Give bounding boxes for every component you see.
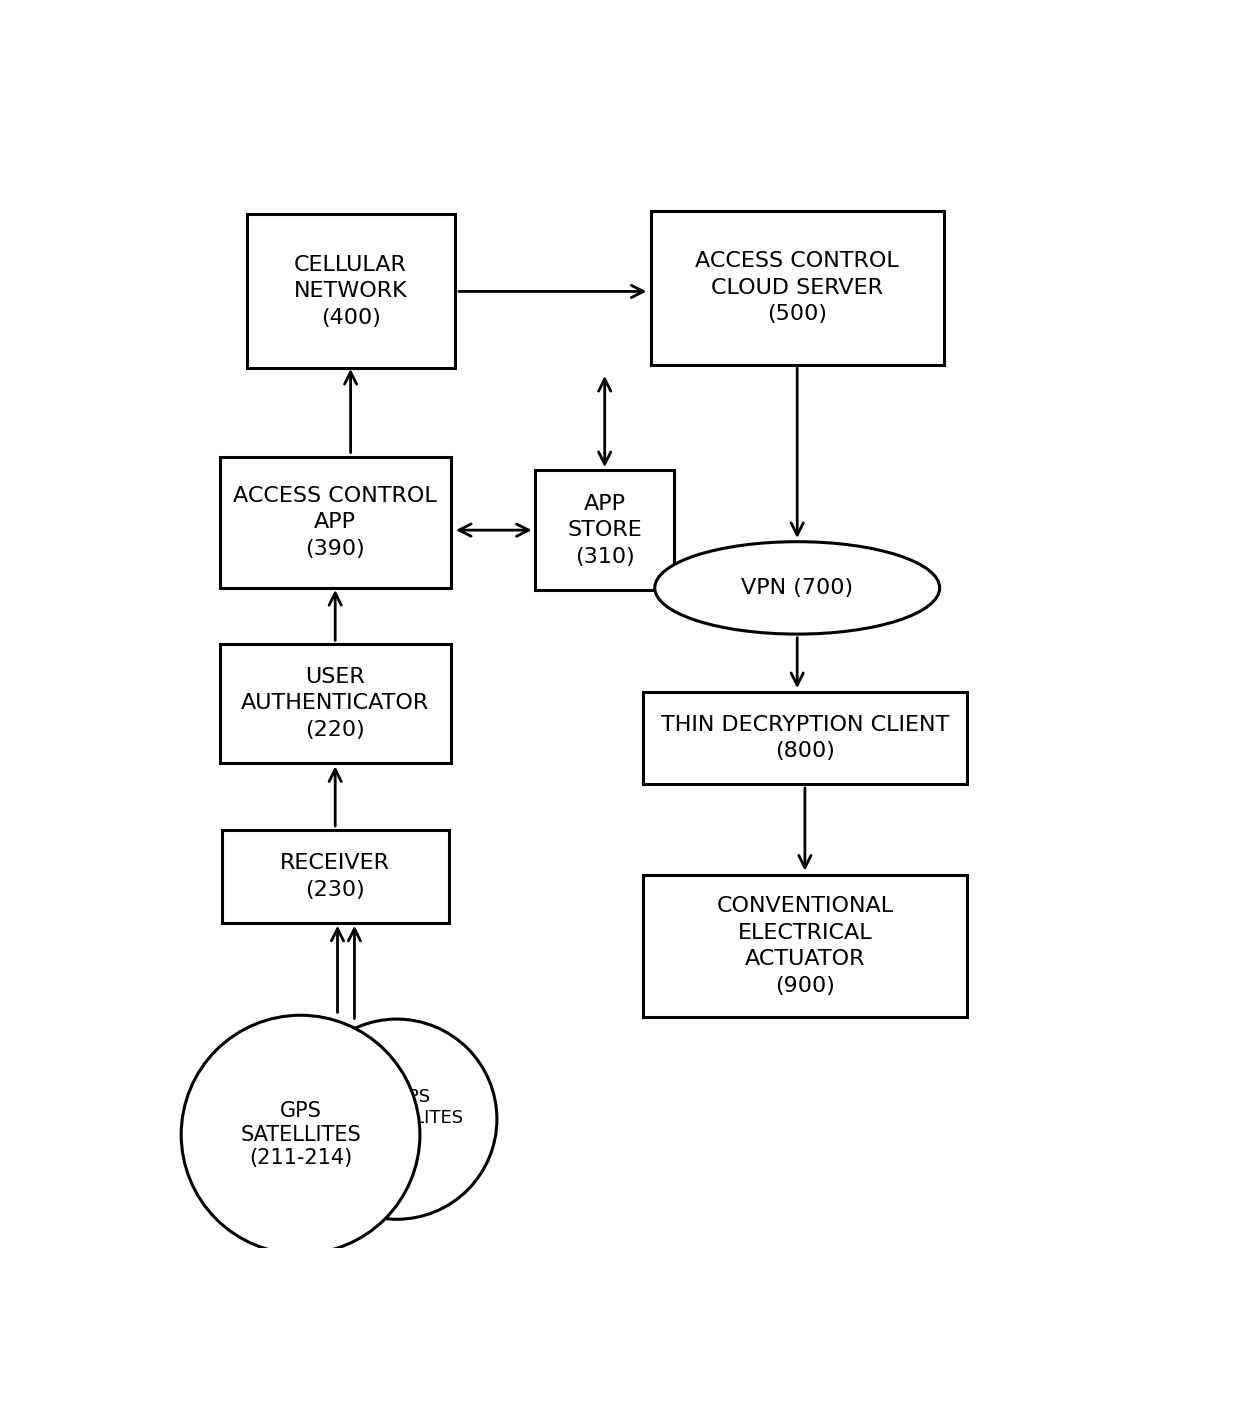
Ellipse shape bbox=[655, 541, 940, 634]
Circle shape bbox=[181, 1015, 420, 1253]
Text: ACCESS CONTROL
CLOUD SERVER
(500): ACCESS CONTROL CLOUD SERVER (500) bbox=[696, 251, 899, 324]
Bar bbox=[219, 457, 450, 587]
Text: CONVENTIONAL
ELECTRICAL
ACTUATOR
(900): CONVENTIONAL ELECTRICAL ACTUATOR (900) bbox=[717, 896, 894, 995]
Bar bbox=[644, 875, 967, 1018]
Text: GPS
SATELLITES: GPS SATELLITES bbox=[360, 1088, 464, 1127]
Text: THIN DECRYPTION CLIENT
(800): THIN DECRYPTION CLIENT (800) bbox=[661, 715, 949, 761]
Text: APP
STORE
(310): APP STORE (310) bbox=[568, 494, 642, 566]
Text: USER
AUTHENTICATOR
(220): USER AUTHENTICATOR (220) bbox=[241, 667, 429, 740]
Text: RECEIVER
(230): RECEIVER (230) bbox=[280, 854, 391, 900]
Bar bbox=[222, 830, 449, 923]
Bar bbox=[651, 210, 944, 365]
Text: GPS
SATELLITES
(211-214): GPS SATELLITES (211-214) bbox=[241, 1102, 361, 1168]
Bar bbox=[536, 471, 675, 590]
Bar bbox=[247, 215, 455, 369]
Text: CELLULAR
NETWORK
(400): CELLULAR NETWORK (400) bbox=[294, 255, 408, 328]
Text: VPN (700): VPN (700) bbox=[742, 578, 853, 597]
Bar bbox=[219, 644, 450, 763]
Circle shape bbox=[296, 1019, 497, 1220]
Text: ACCESS CONTROL
APP
(390): ACCESS CONTROL APP (390) bbox=[233, 486, 436, 559]
Bar bbox=[644, 691, 967, 784]
